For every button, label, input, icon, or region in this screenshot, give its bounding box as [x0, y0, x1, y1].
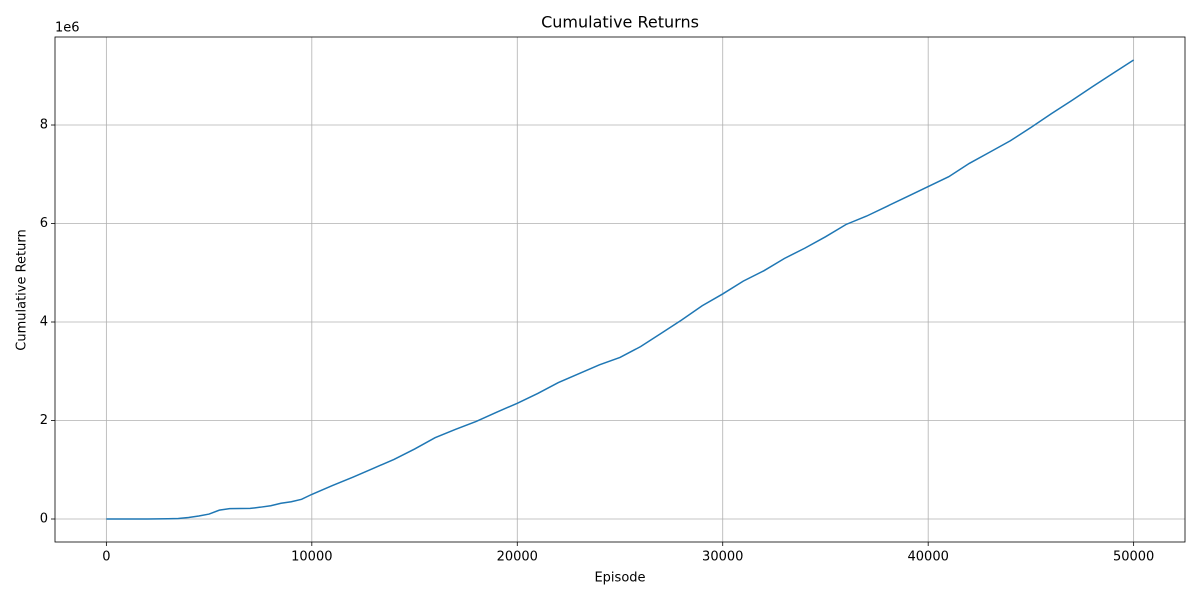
y-tick-label: 4 — [40, 315, 48, 330]
x-tick-label: 0 — [102, 550, 110, 565]
x-tick-label: 50000 — [1113, 550, 1154, 565]
y-offset-label: 1e6 — [55, 21, 80, 36]
y-tick-label: 0 — [40, 512, 48, 527]
y-axis-label: Cumulative Return — [15, 229, 30, 350]
y-tick-label: 6 — [40, 216, 48, 231]
data-line — [106, 59, 1135, 520]
x-tick-label: 20000 — [497, 550, 538, 565]
y-tick-label: 8 — [40, 118, 48, 133]
y-tick-label: 2 — [40, 413, 48, 428]
x-axis-label: Episode — [594, 571, 645, 586]
x-tick-label: 10000 — [291, 550, 332, 565]
plot-frame — [54, 36, 1186, 543]
x-tick-label: 40000 — [908, 550, 949, 565]
x-tick-label: 30000 — [702, 550, 743, 565]
chart-title: Cumulative Returns — [541, 13, 699, 32]
